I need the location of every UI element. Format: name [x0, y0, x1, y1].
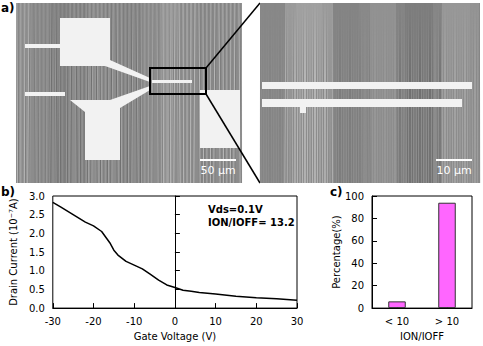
svg-text:0: 0 [172, 316, 178, 327]
svg-text:1.5: 1.5 [29, 247, 45, 258]
svg-text:30: 30 [291, 316, 304, 327]
svg-text:ION/IOFF: ION/IOFF [400, 331, 444, 342]
svg-text:Gate Voltage (V): Gate Voltage (V) [134, 331, 217, 342]
svg-text:Percentage(%): Percentage(%) [331, 215, 342, 289]
svg-text:3.0: 3.0 [29, 191, 45, 202]
svg-text:2.0: 2.0 [29, 228, 45, 239]
svg-text:c): c) [330, 186, 343, 199]
svg-text:Vds=0.1V: Vds=0.1V [208, 204, 263, 215]
svg-text:b): b) [1, 186, 15, 199]
svg-text:< 10: < 10 [385, 316, 409, 327]
svg-text:100: 100 [345, 191, 364, 202]
svg-text:0.5: 0.5 [29, 284, 45, 295]
svg-text:-20: -20 [85, 316, 101, 327]
svg-text:20: 20 [250, 316, 263, 327]
svg-text:50 μm: 50 μm [200, 164, 235, 177]
svg-text:a): a) [1, 1, 15, 15]
svg-text:Drain Current (10⁻⁷A): Drain Current (10⁻⁷A) [8, 198, 19, 306]
svg-text:60: 60 [351, 235, 364, 246]
svg-text:10 μm: 10 μm [436, 164, 471, 177]
svg-text:> 10: > 10 [435, 316, 459, 327]
svg-text:0: 0 [358, 303, 364, 314]
svg-text:80: 80 [351, 213, 364, 224]
svg-text:ION/IOFF= 13.2: ION/IOFF= 13.2 [208, 217, 295, 228]
svg-text:2.5: 2.5 [29, 209, 45, 220]
svg-text:10: 10 [209, 316, 222, 327]
svg-text:0.0: 0.0 [29, 303, 45, 314]
svg-text:-30: -30 [45, 316, 61, 327]
svg-text:1.0: 1.0 [29, 265, 45, 276]
svg-text:40: 40 [351, 258, 364, 269]
svg-text:-10: -10 [126, 316, 142, 327]
svg-text:20: 20 [351, 280, 364, 291]
